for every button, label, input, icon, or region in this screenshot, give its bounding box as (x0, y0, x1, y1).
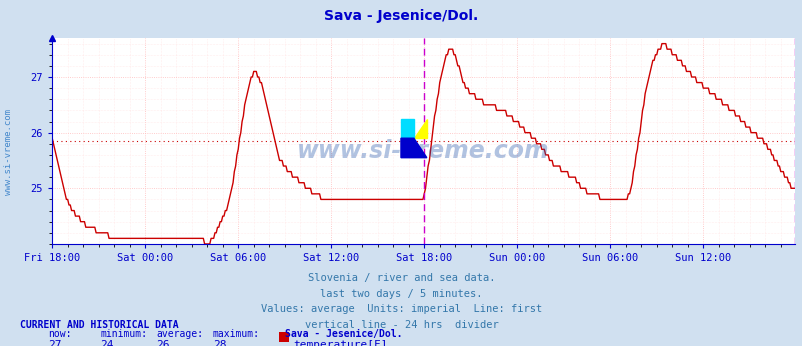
Text: 24: 24 (100, 340, 114, 346)
Polygon shape (400, 138, 427, 158)
Text: CURRENT AND HISTORICAL DATA: CURRENT AND HISTORICAL DATA (20, 320, 179, 330)
Polygon shape (413, 119, 427, 138)
Text: www.si-vreme.com: www.si-vreme.com (3, 109, 13, 195)
Text: www.si-vreme.com: www.si-vreme.com (297, 139, 549, 163)
Text: maximum:: maximum: (213, 329, 260, 339)
Text: minimum:: minimum: (100, 329, 148, 339)
Text: vertical line - 24 hrs  divider: vertical line - 24 hrs divider (304, 320, 498, 330)
Polygon shape (400, 119, 413, 138)
Text: 27: 27 (48, 340, 62, 346)
Text: Sava - Jesenice/Dol.: Sava - Jesenice/Dol. (324, 9, 478, 22)
Text: average:: average: (156, 329, 204, 339)
Text: now:: now: (48, 329, 71, 339)
Text: temperature[F]: temperature[F] (293, 340, 387, 346)
Text: Sava - Jesenice/Dol.: Sava - Jesenice/Dol. (285, 329, 402, 339)
Text: Values: average  Units: imperial  Line: first: Values: average Units: imperial Line: fi… (261, 304, 541, 315)
Text: 26: 26 (156, 340, 170, 346)
Text: 28: 28 (213, 340, 226, 346)
Text: Slovenia / river and sea data.: Slovenia / river and sea data. (307, 273, 495, 283)
Text: last two days / 5 minutes.: last two days / 5 minutes. (320, 289, 482, 299)
